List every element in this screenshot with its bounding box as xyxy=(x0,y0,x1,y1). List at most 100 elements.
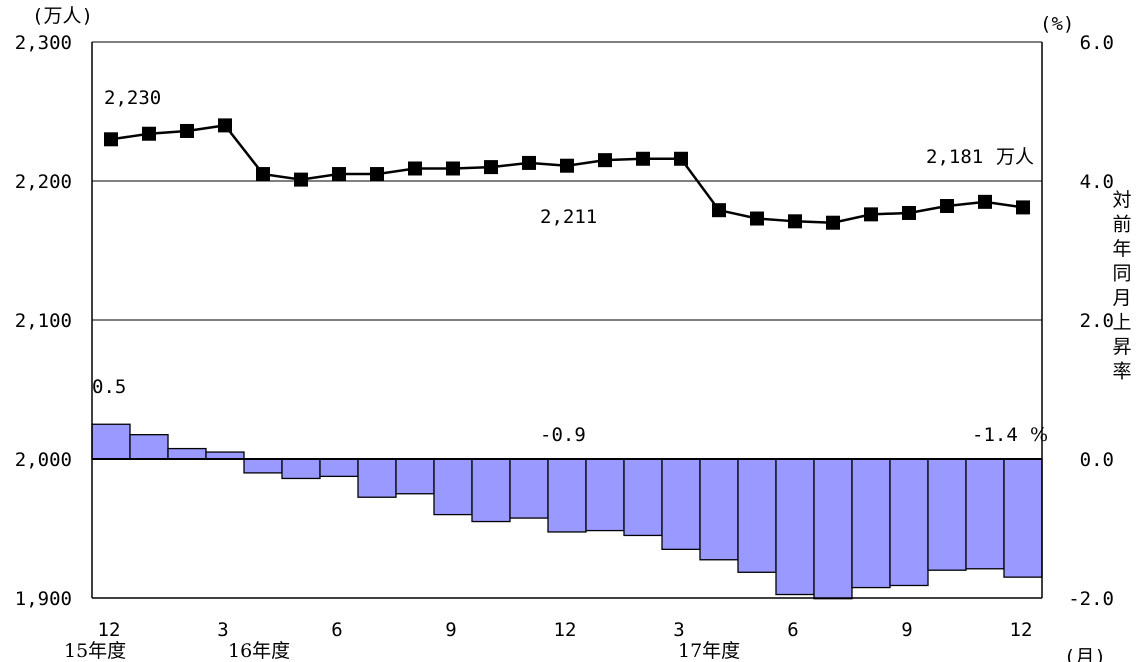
fiscal-year-label-17: 17年度 xyxy=(678,640,740,662)
bar-8 xyxy=(395,458,435,495)
bar-22 xyxy=(927,458,967,571)
bar-0 xyxy=(91,423,131,460)
right-tick-label: 4.0 xyxy=(1080,171,1114,193)
left-tick-labels: 2,300 2,200 2,100 2,000 1,900 xyxy=(15,32,72,610)
x-tick-label: 3 xyxy=(217,619,228,641)
bar-11 xyxy=(509,458,549,519)
bar-20 xyxy=(851,458,891,589)
line-marker-14 xyxy=(636,151,650,166)
bar-3 xyxy=(205,451,245,460)
line-series xyxy=(104,118,1030,230)
x-tick-labels: 12 3 6 9 12 3 6 9 12 xyxy=(98,619,1033,641)
line-marker-18 xyxy=(788,214,802,229)
right-axis-title-char: 同 xyxy=(1112,263,1131,285)
line-marker-2 xyxy=(180,123,194,138)
bar-13 xyxy=(585,458,625,532)
line-last-label: 2,181 xyxy=(926,146,983,168)
bar-2 xyxy=(167,447,207,460)
bar-24 xyxy=(1003,458,1043,578)
right-axis-title-char: 月 xyxy=(1112,287,1131,309)
right-axis-title-char: 前 xyxy=(1112,214,1131,236)
line-marker-23 xyxy=(978,194,992,209)
x-tick-label: 3 xyxy=(673,619,684,641)
line-mid-label: 2,211 xyxy=(540,206,597,228)
right-tick-labels: 6.0 4.0 2.0 0.0 -2.0 xyxy=(1068,32,1114,610)
x-tick-label: 6 xyxy=(787,619,798,641)
left-tick-label: 1,900 xyxy=(15,588,72,610)
right-tick-label: 2.0 xyxy=(1080,310,1114,332)
line-marker-9 xyxy=(446,161,460,176)
bar-21 xyxy=(889,458,929,587)
right-tick-label: 6.0 xyxy=(1080,32,1114,54)
line-marker-5 xyxy=(294,172,308,187)
bar-15 xyxy=(661,458,701,550)
left-axis-unit: (万人) xyxy=(32,5,93,27)
line-marker-0 xyxy=(104,132,118,147)
bar-16 xyxy=(699,458,739,561)
line-marker-20 xyxy=(864,207,878,222)
line-marker-6 xyxy=(332,167,346,182)
right-axis-title-char: 率 xyxy=(1112,361,1131,383)
bar-5 xyxy=(281,458,321,480)
gridlines xyxy=(92,180,1042,321)
x-tick-label: 12 xyxy=(554,619,577,641)
line-marker-15 xyxy=(674,151,688,166)
right-axis-title-char: 年 xyxy=(1112,238,1131,260)
right-axis-title-char: 対 xyxy=(1112,189,1131,211)
bar-last-unit: % xyxy=(1030,424,1048,446)
line-marker-13 xyxy=(598,153,612,168)
x-tick-label: 12 xyxy=(1010,619,1033,641)
line-marker-12 xyxy=(560,158,574,173)
line-marker-24 xyxy=(1016,200,1030,215)
bar-last-label: -1.4 xyxy=(972,424,1018,446)
bar-6 xyxy=(319,458,359,478)
left-tick-label: 2,300 xyxy=(15,32,72,54)
bar-17 xyxy=(737,458,777,573)
right-tick-label: -2.0 xyxy=(1068,588,1114,610)
right-tick-label: 0.0 xyxy=(1080,449,1114,471)
bar-mid-label: -0.9 xyxy=(540,424,586,446)
x-axis-unit: (月) xyxy=(1064,646,1106,662)
line-marker-1 xyxy=(142,126,156,141)
right-axis-title-char: 上 xyxy=(1112,312,1131,334)
bar-1 xyxy=(129,434,169,460)
right-axis-unit: (%) xyxy=(1040,13,1074,35)
left-tick-label: 2,100 xyxy=(15,310,72,332)
left-tick-label: 2,000 xyxy=(15,449,72,471)
axes xyxy=(91,41,1043,599)
line-last-unit: 万人 xyxy=(996,146,1034,168)
bar-10 xyxy=(471,458,511,523)
line-marker-3 xyxy=(218,118,232,133)
line-first-label: 2,230 xyxy=(104,87,161,109)
bar-19 xyxy=(813,458,853,600)
x-tick-label: 9 xyxy=(901,619,912,641)
bar-18 xyxy=(775,458,815,596)
bar-7 xyxy=(357,458,397,498)
bar-14 xyxy=(623,458,663,537)
line-marker-17 xyxy=(750,211,764,226)
bar-series xyxy=(91,423,1043,600)
fiscal-year-label-15: 15年度 xyxy=(64,640,126,662)
bar-first-label: 0.5 xyxy=(92,376,126,398)
line-marker-22 xyxy=(940,199,954,214)
left-tick-label: 2,200 xyxy=(15,171,72,193)
bar-4 xyxy=(243,458,283,474)
line-marker-11 xyxy=(522,155,536,170)
bar-9 xyxy=(433,458,473,516)
x-tick-label: 6 xyxy=(331,619,342,641)
line-marker-19 xyxy=(826,215,840,230)
line-marker-10 xyxy=(484,160,498,175)
x-tick-label: 12 xyxy=(98,619,121,641)
line-marker-16 xyxy=(712,203,726,218)
right-axis-title-char: 昇 xyxy=(1112,336,1131,358)
line-marker-4 xyxy=(256,167,270,182)
bar-23 xyxy=(965,458,1005,570)
fiscal-year-label-16: 16年度 xyxy=(228,640,290,662)
line-marker-8 xyxy=(408,161,422,176)
bar-12 xyxy=(547,458,587,533)
line-marker-7 xyxy=(370,167,384,182)
line-marker-21 xyxy=(902,205,916,220)
x-tick-label: 9 xyxy=(445,619,456,641)
